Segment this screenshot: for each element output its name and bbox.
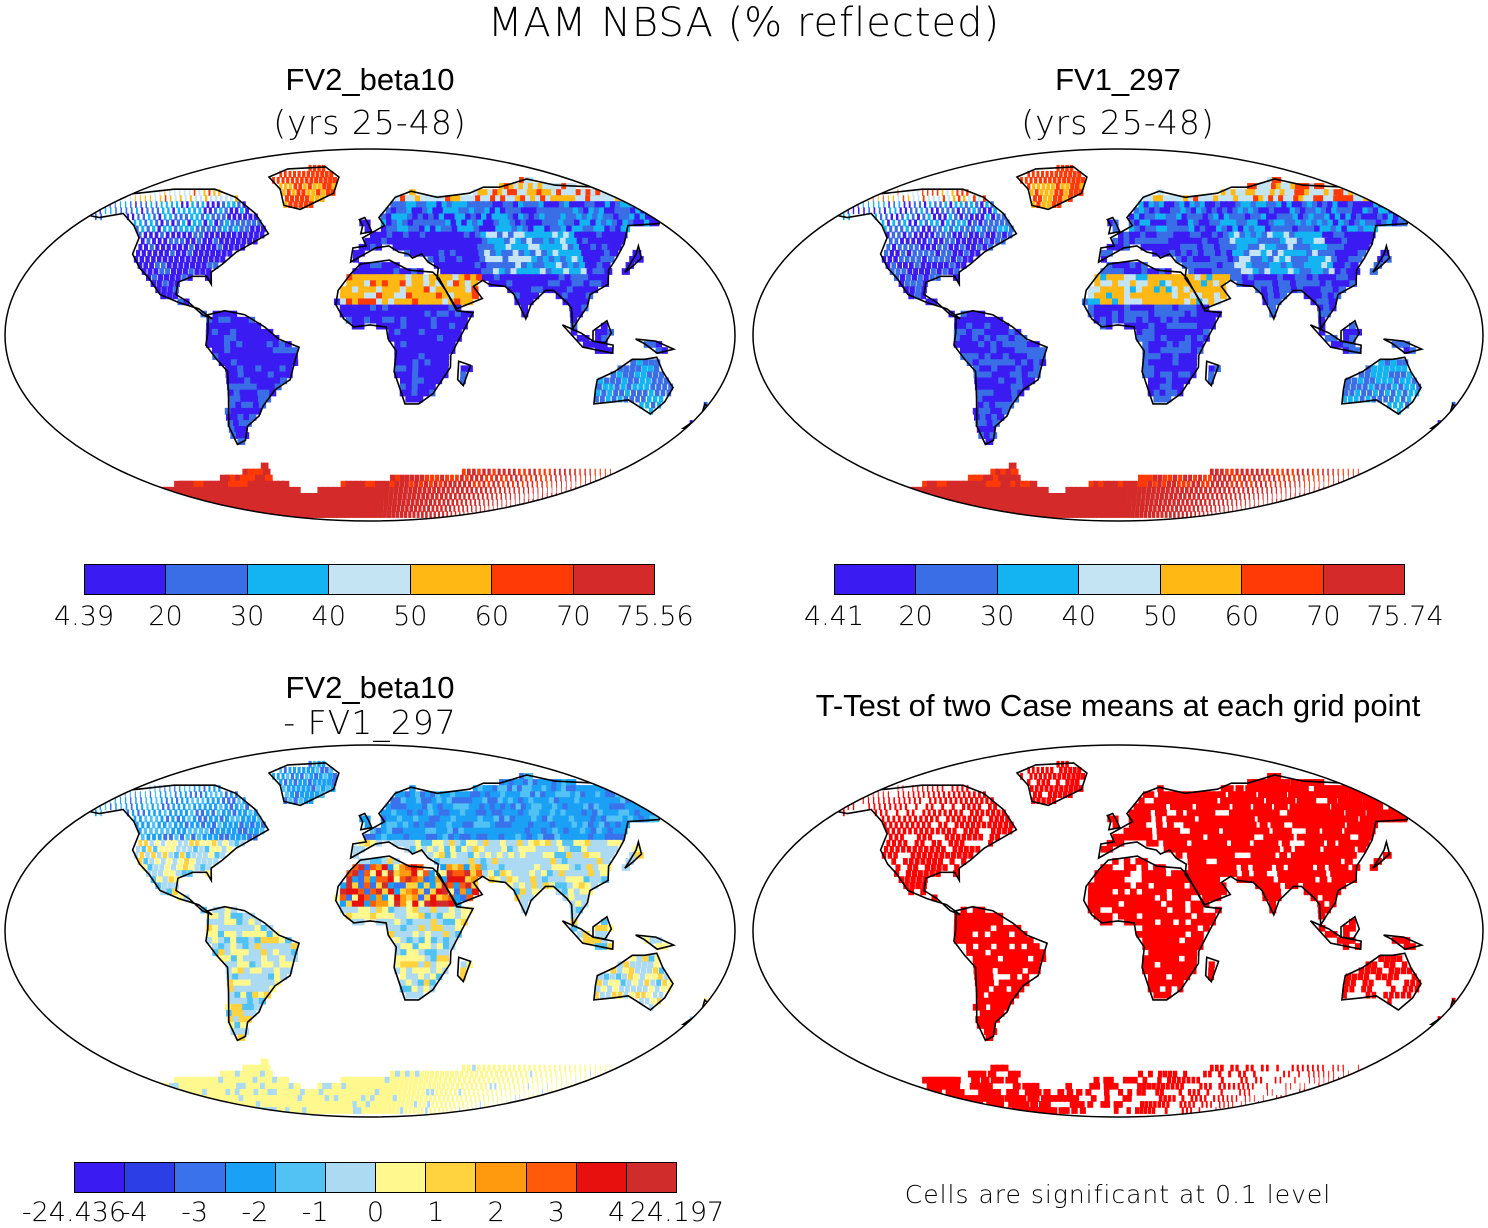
panel-fv1-title: FV1_297 [748,62,1488,98]
panel-fv1-colorbar-tick-label: 20 [898,602,932,632]
panel-fv1-map [748,146,1488,524]
panel-fv2-colorbar-segment [574,565,654,594]
panel-diff-colorbar-segment [577,1163,627,1192]
panel-fv1-colorbar-tick-label: 30 [980,602,1014,632]
panel-diff-colorbar-segment [326,1163,376,1192]
panel-fv2-colorbar-segment [248,565,329,594]
panel-ttest-map [748,742,1488,1120]
panel-fv1-colorbar-tick-label: 40 [1062,602,1096,632]
panel-diff-colorbar-tick-label: 3 [548,1198,565,1228]
panel-fv2-colorbar-segment [492,565,573,594]
panel-diff-colorbar-tick-label: -24.436 [22,1198,126,1228]
panel-diff-map [0,742,740,1120]
panel-diff-colorbar-tick-label: 24.197 [630,1198,724,1228]
figure-title: MAM NBSA (% reflected) [0,0,1488,46]
panel-diff-colorbar-segment [276,1163,326,1192]
panel-diff-colorbar-tick-label: -2 [241,1198,268,1228]
panel-fv1-colorbar-tick-label: 50 [1143,602,1177,632]
panel-fv2-colorbar-segment [85,565,166,594]
panel-diff-colorbar-tick-label: 0 [367,1198,384,1228]
panel-diff-colorbar-tick-label: -1 [302,1198,329,1228]
panel-fv2-colorbar-tick-label: 30 [230,602,264,632]
panel-fv1-colorbar-segment [835,565,916,594]
panel-ttest-title: T-Test of two Case means at each grid po… [748,688,1488,724]
panel-fv1-colorbar-tick-label: 4.41 [804,602,864,632]
panel-diff-colorbar-tick-label: 1 [427,1198,444,1228]
panel-fv1-colorbar-tick-label: 70 [1306,602,1340,632]
panel-fv2-colorbar [84,564,655,595]
panel-fv2-map [0,146,740,524]
panel-diff-colorbar-tick-label: -4 [121,1198,148,1228]
panel-diff-colorbar-tick-label: 4 [608,1198,625,1228]
panel-fv1-colorbar-segment [1079,565,1160,594]
panel-fv2-colorbar-segment [411,565,492,594]
panel-fv2-colorbar-tick-label: 50 [393,602,427,632]
panel-diff-colorbar-segment [627,1163,676,1192]
panel-fv2-subtitle: (yrs 25-48) [0,104,740,142]
panel-fv2-colorbar-tick-label: 4.39 [54,602,114,632]
panel-fv2-colorbar-segment [329,565,410,594]
panel-ttest-note: Cells are significant at 0.1 level [748,1180,1488,1209]
panel-diff-colorbar-segment [527,1163,577,1192]
panel-diff-colorbar-segment [426,1163,476,1192]
panel-fv2-colorbar-tick-label: 40 [312,602,346,632]
panel-diff-colorbar-segment [376,1163,426,1192]
panel-fv1-colorbar-segment [1324,565,1404,594]
panel-diff-subtitle: - FV1_297 [0,704,740,742]
panel-fv1-colorbar-tick-label: 60 [1225,602,1259,632]
panel-fv1-colorbar-segment [1161,565,1242,594]
panel-fv2-colorbar-tick-label: 20 [148,602,182,632]
panel-diff-colorbar-segment [226,1163,276,1192]
panel-diff-colorbar-tick-label: 2 [488,1198,505,1228]
panel-fv1-colorbar-tick-label: 75.74 [1366,602,1443,632]
panel-diff-colorbar-segment [476,1163,526,1192]
panel-fv1-colorbar-segment [916,565,997,594]
panel-fv2-colorbar-tick-label: 70 [556,602,590,632]
panel-fv1-colorbar-segment [1242,565,1323,594]
panel-fv2-colorbar-tick-label: 75.56 [616,602,693,632]
panel-diff-colorbar-segment [125,1163,175,1192]
panel-diff-colorbar [74,1162,677,1193]
panel-diff-colorbar-tick-label: -3 [181,1198,208,1228]
panel-diff-colorbar-segment [175,1163,225,1192]
panel-fv1-subtitle: (yrs 25-48) [748,104,1488,142]
panel-fv1-colorbar-segment [998,565,1079,594]
panel-diff-title: FV2_beta10 [0,670,740,706]
panel-fv2-title: FV2_beta10 [0,62,740,98]
panel-fv2-colorbar-tick-label: 60 [475,602,509,632]
panel-fv2-colorbar-segment [166,565,247,594]
panel-fv1-colorbar [834,564,1405,595]
panel-diff-colorbar-segment [75,1163,125,1192]
